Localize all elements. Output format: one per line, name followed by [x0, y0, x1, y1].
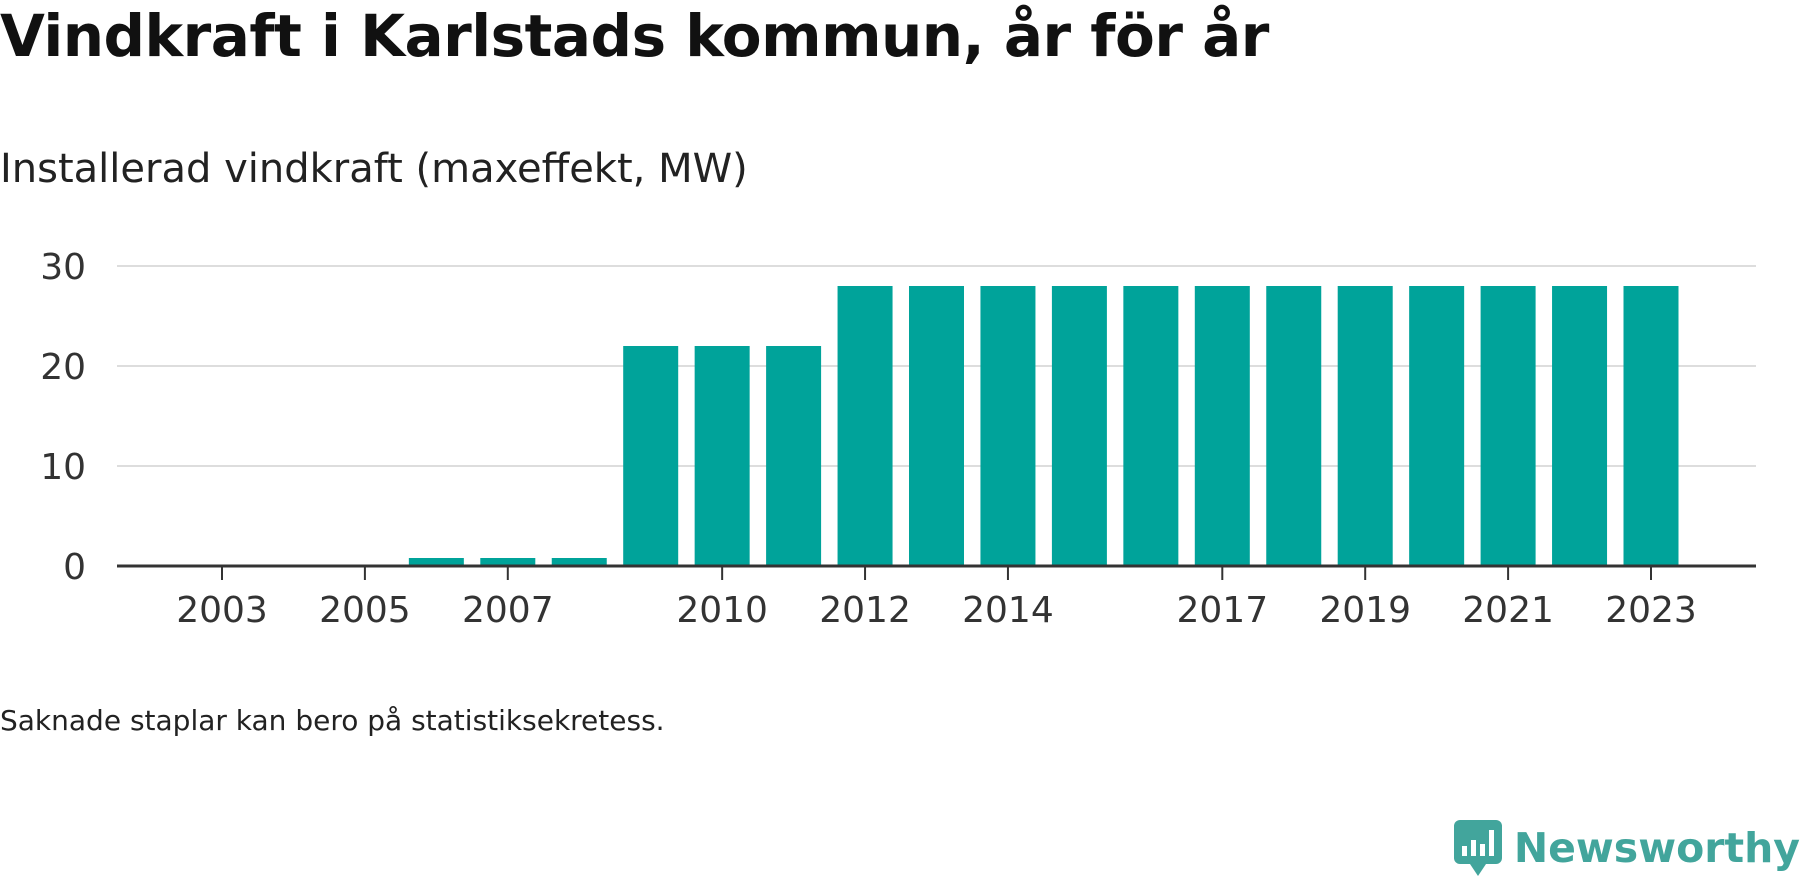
- x-tick-label: 2007: [462, 590, 554, 630]
- x-tick-label: 2003: [176, 590, 268, 630]
- x-tick-label: 2014: [962, 590, 1054, 630]
- brand-logo[interactable]: Newsworthy: [1452, 818, 1800, 878]
- bar: [694, 346, 750, 566]
- x-tick-label: 2023: [1605, 590, 1697, 630]
- y-tick-label: 30: [40, 247, 86, 288]
- newsworthy-logo-icon: [1453, 820, 1502, 876]
- x-tick-label: 2005: [319, 590, 411, 630]
- bar: [1123, 286, 1179, 566]
- bar-chart: 0 10 20 30 2003 2005 2007 2010 2012 2014 2017 2019…: [40, 247, 1756, 630]
- y-tick-label: 10: [40, 447, 86, 488]
- x-tick-label: 2019: [1319, 590, 1411, 630]
- y-tick-label: 0: [63, 547, 86, 588]
- bar: [1337, 286, 1393, 566]
- y-axis-ticks: 0 10 20 30: [40, 247, 86, 588]
- bar: [909, 286, 964, 566]
- bar: [980, 286, 1036, 566]
- bar: [1409, 286, 1465, 566]
- x-axis-ticks: 2003 2005 2007 2010 2012 2014 2017 2019 2021 2023: [176, 566, 1697, 630]
- bar: [1623, 286, 1679, 566]
- x-tick-label: 2010: [676, 590, 768, 630]
- bar: [1194, 286, 1250, 566]
- bars: [408, 286, 1679, 566]
- bar: [551, 558, 607, 566]
- y-tick-label: 20: [40, 347, 86, 388]
- x-tick-label: 2012: [819, 590, 911, 630]
- x-tick-label: 2021: [1462, 590, 1554, 630]
- brand-name: Newsworthy: [1513, 824, 1800, 872]
- bar: [623, 346, 679, 566]
- bar: [1266, 286, 1322, 566]
- footnote: Saknade staplar kan bero på statistiksek…: [0, 704, 665, 737]
- chart-title: Vindkraft i Karlstads kommun, år för år: [0, 2, 1269, 70]
- bar: [1051, 286, 1107, 566]
- bar: [837, 286, 893, 566]
- chart-subtitle: Installerad vindkraft (maxeffekt, MW): [0, 146, 748, 192]
- bar: [480, 558, 536, 566]
- bar: [1480, 286, 1536, 566]
- bar: [1552, 286, 1608, 566]
- x-tick-label: 2017: [1176, 590, 1268, 630]
- bar: [766, 346, 822, 566]
- bar: [408, 558, 464, 566]
